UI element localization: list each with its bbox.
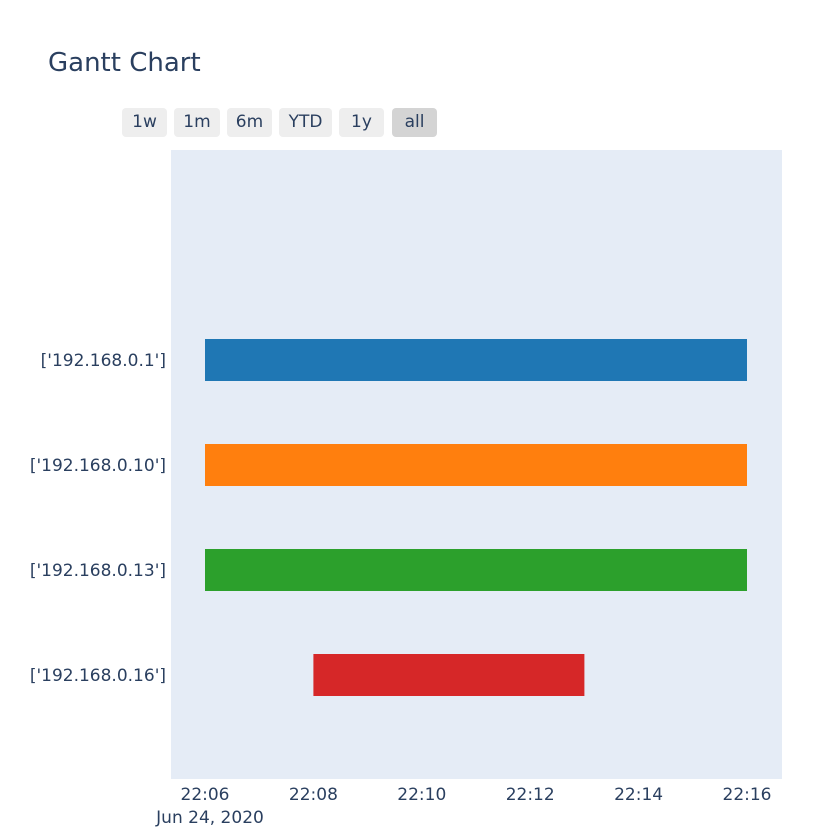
x-tick-label: 22:10: [397, 785, 446, 805]
y-tick-label: ['192.168.0.10']: [30, 456, 166, 476]
range-1w-button[interactable]: 1w: [122, 108, 167, 137]
range-1y-button[interactable]: 1y: [339, 108, 384, 137]
x-tick-label: 22:12: [506, 785, 555, 805]
bars-layer: [205, 339, 747, 696]
x-tick-label: 22:16: [723, 785, 772, 805]
gantt-bar[interactable]: [205, 549, 747, 591]
range-ytd-button[interactable]: YTD: [279, 108, 332, 137]
range-all-button[interactable]: all: [392, 108, 437, 137]
range-1m-button[interactable]: 1m: [174, 108, 220, 137]
x-tick-label: 22:06: [181, 785, 230, 805]
x-axis-date-label: Jun 24, 2020: [155, 808, 264, 828]
range-6m-button[interactable]: 6m: [227, 108, 272, 137]
x-tick-label: 22:08: [289, 785, 338, 805]
y-axis-labels: ['192.168.0.1'] ['192.168.0.10'] ['192.168…: [30, 351, 166, 686]
x-tick-label: 22:14: [614, 785, 663, 805]
chart-title: Gantt Chart: [48, 48, 201, 78]
y-tick-label: ['192.168.0.1']: [41, 351, 166, 371]
gantt-bar[interactable]: [313, 654, 585, 696]
gantt-bar[interactable]: [205, 339, 747, 381]
y-tick-label: ['192.168.0.13']: [30, 561, 166, 581]
gantt-bar[interactable]: [205, 444, 747, 486]
x-axis-labels: 22:06 22:08 22:10 22:12 22:14 22:16: [181, 785, 772, 805]
y-tick-label: ['192.168.0.16']: [30, 666, 166, 686]
